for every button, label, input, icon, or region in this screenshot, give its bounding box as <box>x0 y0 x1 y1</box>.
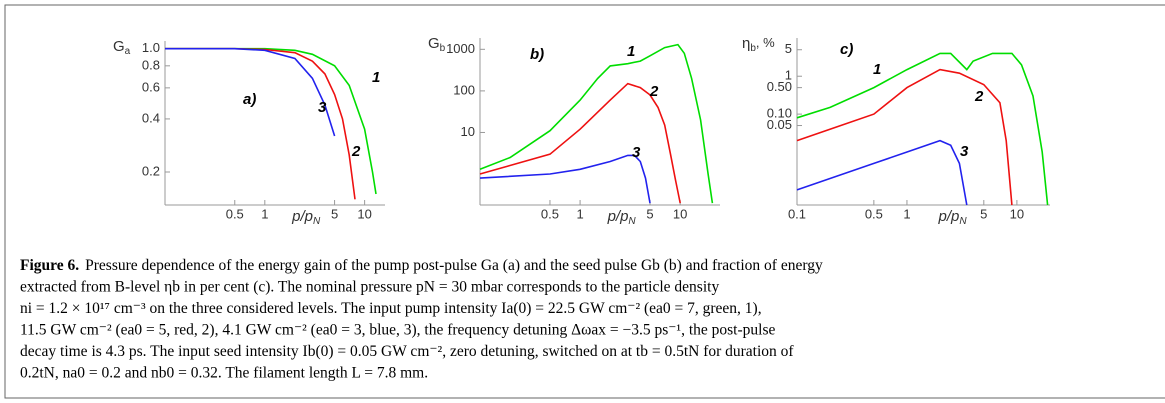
y-axis-label-sub: b <box>440 43 446 54</box>
annotation: 3 <box>632 144 641 161</box>
annotation: 1 <box>627 43 635 60</box>
series-line <box>165 47 336 137</box>
y-axis-label-main: G <box>428 35 440 52</box>
y-tick-label: 0.2 <box>142 163 160 178</box>
y-tick-label: 1 <box>785 68 792 83</box>
x-tick-label: 1 <box>576 206 583 221</box>
y-tick-label: 5 <box>785 41 792 56</box>
series-line <box>165 47 377 195</box>
x-tick-label: 0.5 <box>541 206 559 221</box>
annotation: c) <box>840 41 853 58</box>
y-axis-label-sub: b <box>750 43 756 54</box>
annotation: 2 <box>351 143 361 160</box>
x-tick-label: 10 <box>673 206 687 221</box>
annotation: 3 <box>318 99 327 116</box>
caption-line: 11.5 GW cm⁻² (ea0 = 5, red, 2), 4.1 GW c… <box>20 322 775 339</box>
annotation: 2 <box>974 88 984 105</box>
caption-line: extracted from B-level ηb in per cent (c… <box>20 279 719 296</box>
y-tick-label: 0.6 <box>142 79 160 94</box>
x-tick-label: 0.5 <box>865 206 883 221</box>
series-line <box>479 43 714 204</box>
annotation: b) <box>530 46 544 63</box>
x-tick-label: 5 <box>331 206 338 221</box>
x-axis-label-main: p/p <box>607 208 629 225</box>
caption-line: ni = 1.2 × 10¹⁷ cm⁻³ on the three consid… <box>20 300 762 317</box>
y-tick-label: 1000 <box>446 41 475 56</box>
x-tick-label: 1 <box>261 206 268 221</box>
x-tick-label: 10 <box>1010 206 1024 221</box>
x-tick-label: 0.1 <box>788 206 806 221</box>
y-tick-label: 100 <box>453 82 475 97</box>
y-axis-label: Ga <box>113 38 131 57</box>
y-tick-label: 1.0 <box>142 40 160 55</box>
annotation: 3 <box>960 143 969 160</box>
caption-label: Figure 6. <box>20 257 79 274</box>
y-axis-label: ηb, % <box>742 35 775 54</box>
annotation: 1 <box>372 69 380 86</box>
series-line <box>796 139 968 206</box>
x-axis-label: p/pN <box>607 208 637 227</box>
series-line <box>479 154 651 204</box>
x-tick-label: 1 <box>903 206 910 221</box>
x-tick-label: 5 <box>980 206 987 221</box>
y-tick-label: 0.05 <box>767 117 792 132</box>
y-tick-label: 10 <box>461 124 475 139</box>
y-tick-label: 0.50 <box>767 79 792 94</box>
y-tick-label: 0.10 <box>767 106 792 121</box>
y-axis-label: Gb <box>428 35 446 54</box>
x-axis-label-sub: N <box>313 216 321 227</box>
series-line <box>796 68 1013 206</box>
annotation: a) <box>243 91 256 108</box>
caption-line: 0.2tN, na0 = 0.2 and nb0 = 0.32. The fil… <box>20 365 428 382</box>
y-axis-label-sub: a <box>125 46 131 57</box>
y-axis-label-suffix: , % <box>756 35 775 50</box>
series-line <box>796 52 1049 206</box>
series-line <box>479 82 681 204</box>
caption-line: decay time is 4.3 ps. The input seed int… <box>20 343 794 360</box>
x-axis-label: p/pN <box>291 208 321 227</box>
series-line <box>165 47 356 200</box>
y-axis-label-main: G <box>113 38 125 55</box>
x-tick-label: 0.5 <box>226 206 244 221</box>
x-tick-label: 5 <box>646 206 653 221</box>
x-tick-label: 10 <box>357 206 371 221</box>
annotation: 2 <box>649 83 659 100</box>
x-axis-label-sub: N <box>959 216 967 227</box>
annotation: 1 <box>873 61 881 78</box>
x-axis-label-sub: N <box>628 216 636 227</box>
x-axis-label-main: p/p <box>938 208 960 225</box>
y-axis-label-main: η <box>742 35 750 52</box>
frame <box>4 4 1165 399</box>
x-axis-label-main: p/p <box>291 208 313 225</box>
caption-line: Pressure dependence of the energy gain o… <box>85 257 823 274</box>
y-tick-label: 0.8 <box>142 57 160 72</box>
x-axis-label: p/pN <box>938 208 968 227</box>
y-tick-label: 0.4 <box>142 110 160 125</box>
